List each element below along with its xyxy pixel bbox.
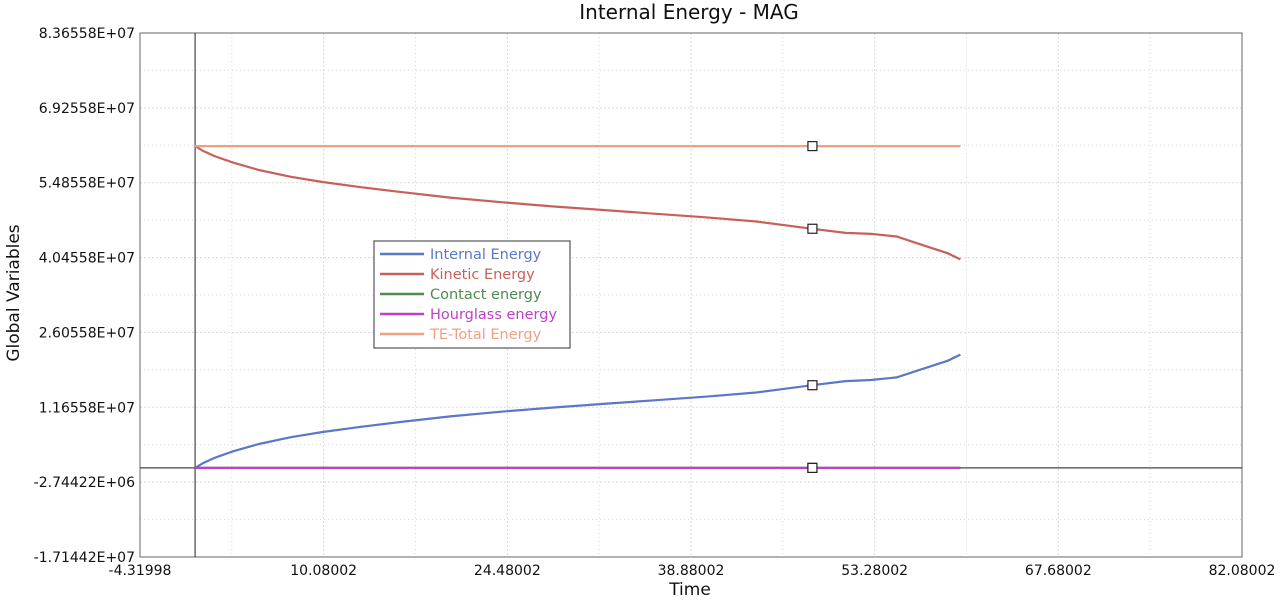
series-marker-1 bbox=[807, 223, 818, 234]
x-tick-label: 82.08002 bbox=[1209, 563, 1276, 579]
chart-title: Internal Energy - MAG bbox=[579, 0, 798, 24]
y-tick-label: -1.71442E+07 bbox=[34, 550, 135, 566]
x-tick-label: 10.08002 bbox=[290, 563, 357, 579]
legend-label-3: Hourglass energy bbox=[430, 307, 557, 323]
series-layer bbox=[194, 145, 961, 469]
x-tick-label: 38.88002 bbox=[658, 563, 725, 579]
y-tick-label: 8.36558E+07 bbox=[39, 26, 135, 42]
x-axis-title: Time bbox=[668, 580, 711, 600]
legend-label-4: TE-Total Energy bbox=[429, 327, 542, 343]
marker-layer bbox=[807, 140, 818, 473]
y-tick-label: 2.60558E+07 bbox=[39, 325, 135, 341]
x-tick-label: 67.68002 bbox=[1025, 563, 1092, 579]
y-tick-label: 6.92558E+07 bbox=[39, 101, 135, 117]
legend-label-0: Internal Energy bbox=[430, 247, 542, 263]
series-marker-0 bbox=[807, 380, 818, 391]
y-tick-label: 4.04558E+07 bbox=[39, 251, 135, 267]
legend-label-2: Contact energy bbox=[430, 287, 542, 303]
x-tick-label: 24.48002 bbox=[474, 563, 541, 579]
plot-frame bbox=[139, 32, 1243, 558]
x-tick-labels: -4.31998 10.08002 24.48002 38.88002 53.28002… bbox=[109, 563, 1276, 579]
legend: Internal Energy Kinetic Energy Contact ene… bbox=[373, 240, 571, 349]
legend-label-1: Kinetic Energy bbox=[430, 267, 535, 283]
y-tick-label: 1.16558E+07 bbox=[39, 400, 135, 416]
y-tick-label: 5.48558E+07 bbox=[39, 176, 135, 192]
x-tick-label: 53.28002 bbox=[841, 563, 908, 579]
y-tick-labels: 8.36558E+07 6.92558E+07 5.48558E+07 4.04558… bbox=[34, 26, 135, 566]
series-line-0 bbox=[194, 353, 961, 469]
y-tick-label: -2.74422E+06 bbox=[34, 475, 135, 491]
x-tick-label: -4.31998 bbox=[109, 563, 172, 579]
series-line-1 bbox=[194, 145, 961, 261]
y-axis-title: Global Variables bbox=[4, 224, 24, 361]
series-marker-3 bbox=[807, 462, 818, 473]
series-marker-4 bbox=[807, 140, 818, 152]
